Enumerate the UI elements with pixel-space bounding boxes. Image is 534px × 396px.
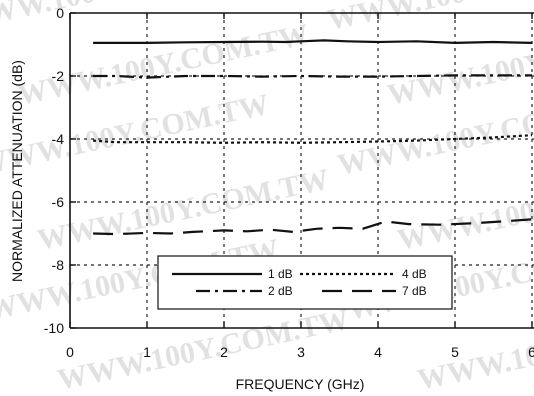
legend-label: 4 dB <box>402 267 427 281</box>
x-axis-title: FREQUENCY (GHz) <box>236 376 365 392</box>
legend-label: 7 dB <box>402 284 427 298</box>
x-tick-label: 2 <box>220 344 228 360</box>
watermark-text: WWW.100Y.COM.TW <box>0 0 252 37</box>
legend-items: 1 dB 4 dB 2 dB 7 dB <box>172 267 427 298</box>
x-tick-label: 5 <box>451 344 459 360</box>
x-tick-label: 3 <box>297 344 305 360</box>
watermark-text: WWW.100Y.COM.TW <box>35 163 332 257</box>
x-tick-label: 0 <box>66 344 74 360</box>
x-tick-label: 1 <box>143 344 151 360</box>
series-line-2-db <box>93 74 532 79</box>
y-tick-label: -2 <box>52 68 65 84</box>
legend-label: 1 dB <box>268 267 293 281</box>
y-tick-label: -6 <box>52 194 65 210</box>
legend: 1 dB 4 dB 2 dB 7 dB <box>157 255 453 310</box>
legend-label: 2 dB <box>268 284 293 298</box>
watermark-text: WWW.100Y.COM.TW <box>415 303 534 396</box>
grid-layer <box>69 12 534 329</box>
x-tick-label: 4 <box>374 344 382 360</box>
watermark-text: WWW.100Y.COM.TW <box>395 163 534 257</box>
series-line-7-db <box>93 218 533 236</box>
series-layer <box>93 39 533 236</box>
y-axis-title: NORMALIZED ATTENUATION (dB) <box>9 60 25 282</box>
y-tick-label: -10 <box>44 320 64 336</box>
watermark-text: WWW.100Y.COM.TW <box>15 18 312 112</box>
series-line-4-db <box>93 134 533 144</box>
legend-box <box>157 255 453 310</box>
y-tick-label: -8 <box>52 257 65 273</box>
series-line-1-db <box>93 39 533 45</box>
y-tick-label: 0 <box>56 5 64 21</box>
watermark-text: WWW.100Y.COM.TW <box>325 0 534 37</box>
y-tick-label: -4 <box>52 131 65 147</box>
watermark-text: WWW.100Y.COM.TW <box>385 18 534 112</box>
ticks-layer: 0 1 2 3 4 5 6 0 -2 -4 -6 -8 -10 <box>44 5 534 360</box>
x-tick-label: 6 <box>528 344 534 360</box>
